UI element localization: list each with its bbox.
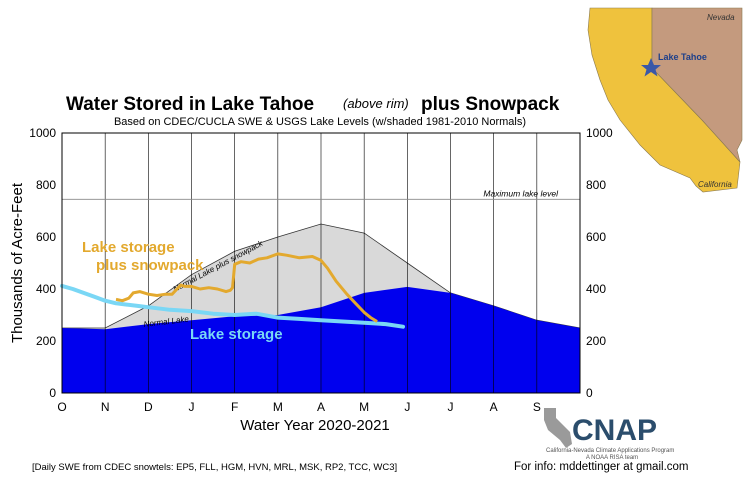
y-tick-label-left: 800 <box>36 178 56 192</box>
x-tick-label: J <box>189 400 195 414</box>
maximum-lake-level-label: Maximum lake level <box>483 188 559 198</box>
x-tick-label: J <box>448 400 454 414</box>
nevada-shape <box>651 7 743 163</box>
lake-snow-annotation-line1: Lake storage <box>82 239 175 256</box>
lake-tahoe-label: Lake Tahoe <box>658 52 707 62</box>
y-tick-label-right: 200 <box>586 334 606 348</box>
chart-title-italic: (above rim) <box>343 96 409 111</box>
plot-area: Maximum lake level Normal Lake Normal La… <box>60 132 581 394</box>
lake-tahoe-star-icon <box>641 58 661 77</box>
x-tick-label: O <box>57 400 66 414</box>
x-axis-label: Water Year 2020-2021 <box>240 417 390 434</box>
y-tick-label-right: 600 <box>586 230 606 244</box>
cnap-logo-line1: California-Nevada Climate Applications P… <box>546 448 674 454</box>
y-axis-right-ticks: 0 200 400 600 800 1000 <box>586 126 613 400</box>
x-tick-label: D <box>144 400 153 414</box>
plot-frame <box>61 132 581 394</box>
lake-storage-annotation: Lake storage <box>190 326 283 343</box>
chart-title-main-left: Water Stored in Lake Tahoe <box>66 94 314 115</box>
x-tick-label: A <box>317 400 325 414</box>
y-tick-label-right: 800 <box>586 178 606 192</box>
lake-snow-annotation-line2: plus snowpack <box>96 257 204 274</box>
y-tick-label-left: 200 <box>36 334 56 348</box>
cnap-logo-text: CNAP <box>572 414 657 447</box>
y-tick-label-left: 0 <box>49 386 56 400</box>
cnap-logo-state-icon <box>544 408 572 448</box>
y-axis-left-ticks: 0 200 400 600 800 1000 <box>29 126 56 400</box>
y-tick-label-left: 600 <box>36 230 56 244</box>
x-tick-label: M <box>359 400 369 414</box>
x-tick-label: S <box>533 400 541 414</box>
y-axis-label: Thousands of Acre-Feet <box>9 182 26 343</box>
california-label: California <box>698 180 732 189</box>
y-tick-label-left: 1000 <box>29 126 56 140</box>
y-tick-label-right: 1000 <box>586 126 613 140</box>
lake-storage-plus-snowpack-line <box>115 252 378 323</box>
x-tick-label: F <box>231 400 238 414</box>
chart-title-main-right: plus Snowpack <box>421 94 560 115</box>
cnap-logo: CNAP California-Nevada Climate Applicati… <box>544 408 674 461</box>
x-tick-label: N <box>101 400 110 414</box>
chart-subtitle: Based on CDEC/CUCLA SWE & USGS Lake Leve… <box>114 116 526 128</box>
y-tick-label-right: 0 <box>586 386 593 400</box>
snowtel-footnote: [Daily SWE from CDEC snowtels: EP5, FLL,… <box>32 462 397 473</box>
inset-map: Nevada California Lake Tahoe <box>587 7 743 193</box>
lake-storage-line <box>60 283 405 329</box>
x-tick-label: J <box>404 400 410 414</box>
contact-info: For info: mddettinger at gmail.com <box>514 461 689 473</box>
x-tick-label: M <box>273 400 283 414</box>
nevada-label: Nevada <box>707 13 735 22</box>
y-tick-label-left: 400 <box>36 282 56 296</box>
cnap-logo-line2: A NOAA RISA team <box>586 455 638 461</box>
y-tick-label-right: 400 <box>586 282 606 296</box>
x-tick-label: A <box>490 400 498 414</box>
